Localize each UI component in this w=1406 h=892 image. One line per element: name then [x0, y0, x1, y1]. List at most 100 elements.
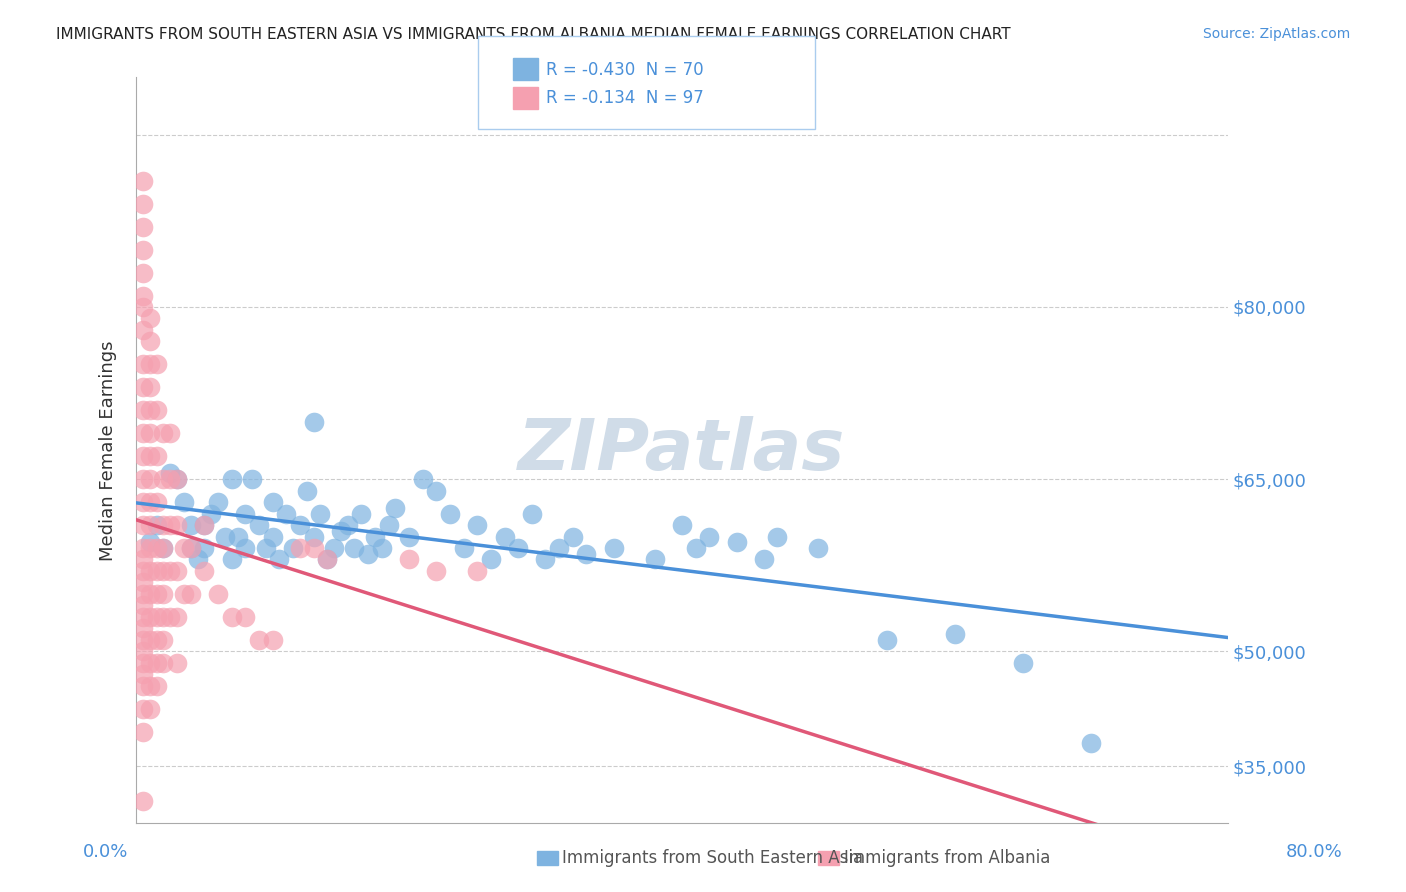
Point	[425, 564, 447, 578]
Point	[139, 449, 162, 463]
Point	[152, 518, 174, 533]
Text: Immigrants from South Eastern Asia: Immigrants from South Eastern Asia	[562, 849, 863, 867]
Point	[152, 564, 174, 578]
Point	[752, 552, 775, 566]
Point	[214, 530, 236, 544]
Point	[132, 300, 155, 314]
Point	[309, 507, 332, 521]
Point	[132, 656, 155, 670]
Point	[132, 495, 155, 509]
Point	[323, 541, 346, 555]
Point	[132, 518, 155, 533]
Point	[316, 552, 339, 566]
Point	[193, 564, 215, 578]
Point	[139, 518, 162, 533]
Point	[671, 518, 693, 533]
Point	[132, 793, 155, 807]
Text: IMMIGRANTS FROM SOUTH EASTERN ASIA VS IMMIGRANTS FROM ALBANIA MEDIAN FEMALE EARN: IMMIGRANTS FROM SOUTH EASTERN ASIA VS IM…	[56, 27, 1011, 42]
Point	[288, 518, 311, 533]
Point	[281, 541, 304, 555]
Point	[412, 472, 434, 486]
Point	[159, 564, 181, 578]
Point	[350, 507, 373, 521]
Point	[132, 357, 155, 371]
Point	[159, 426, 181, 441]
Point	[145, 564, 167, 578]
Point	[228, 530, 250, 544]
Point	[262, 530, 284, 544]
Point	[233, 610, 256, 624]
Point	[377, 518, 399, 533]
Point	[152, 541, 174, 555]
Point	[139, 334, 162, 349]
Point	[152, 632, 174, 647]
Point	[766, 530, 789, 544]
Point	[193, 541, 215, 555]
Point	[132, 196, 155, 211]
Point	[644, 552, 666, 566]
Point	[180, 587, 202, 601]
Point	[254, 541, 277, 555]
Point	[139, 702, 162, 716]
Point	[132, 599, 155, 613]
Point	[132, 679, 155, 693]
Point	[132, 610, 155, 624]
Point	[132, 403, 155, 417]
Point	[398, 552, 420, 566]
Point	[166, 610, 188, 624]
Point	[520, 507, 543, 521]
Point	[876, 632, 898, 647]
Y-axis label: Median Female Earnings: Median Female Earnings	[100, 340, 117, 561]
Point	[453, 541, 475, 555]
Point	[233, 541, 256, 555]
Point	[180, 541, 202, 555]
Point	[602, 541, 624, 555]
Point	[152, 656, 174, 670]
Point	[132, 541, 155, 555]
Point	[398, 530, 420, 544]
Point	[193, 518, 215, 533]
Text: 80.0%: 80.0%	[1286, 843, 1343, 861]
Point	[139, 380, 162, 394]
Point	[152, 472, 174, 486]
Point	[152, 541, 174, 555]
Point	[247, 518, 270, 533]
Point	[295, 483, 318, 498]
Point	[145, 632, 167, 647]
Point	[132, 288, 155, 302]
Point	[145, 495, 167, 509]
Point	[166, 472, 188, 486]
Point	[1012, 656, 1035, 670]
Point	[166, 656, 188, 670]
Point	[725, 535, 748, 549]
Point	[132, 472, 155, 486]
Point	[207, 587, 229, 601]
Point	[132, 380, 155, 394]
Point	[807, 541, 830, 555]
Point	[145, 679, 167, 693]
Point	[132, 449, 155, 463]
Point	[139, 535, 162, 549]
Point	[132, 587, 155, 601]
Text: Source: ZipAtlas.com: Source: ZipAtlas.com	[1202, 27, 1350, 41]
Text: R = -0.430  N = 70: R = -0.430 N = 70	[546, 61, 703, 78]
Point	[247, 632, 270, 647]
Point	[139, 564, 162, 578]
Point	[240, 472, 263, 486]
Point	[132, 644, 155, 658]
Point	[302, 541, 325, 555]
Point	[371, 541, 394, 555]
Point	[439, 507, 461, 521]
Point	[132, 724, 155, 739]
Point	[173, 587, 195, 601]
Text: ZIPatlas: ZIPatlas	[519, 416, 845, 485]
Point	[336, 518, 359, 533]
Point	[139, 610, 162, 624]
Point	[384, 500, 406, 515]
Point	[288, 541, 311, 555]
Point	[173, 495, 195, 509]
Point	[139, 495, 162, 509]
Point	[139, 426, 162, 441]
Point	[575, 547, 598, 561]
Text: Immigrants from Albania: Immigrants from Albania	[844, 849, 1050, 867]
